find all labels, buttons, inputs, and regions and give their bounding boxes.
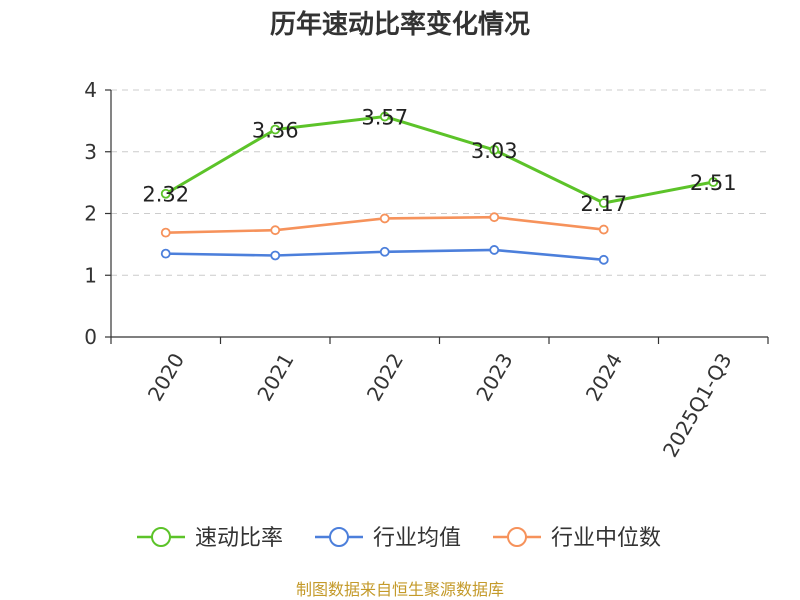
legend-label: 速动比率 — [195, 526, 283, 551]
series-1-point — [160, 248, 171, 259]
series-0-point — [160, 188, 171, 199]
x-tick-label: 2025Q1-Q3 — [658, 349, 737, 461]
data-label: 3.03 — [471, 139, 518, 163]
data-label: 3.57 — [361, 106, 408, 130]
legend: 速动比率 行业均值 行业中位数 — [137, 526, 661, 551]
series-1-point — [270, 250, 281, 261]
series-1-point — [489, 245, 500, 255]
series-2-point — [270, 225, 281, 236]
legend-label: 行业均值 — [373, 526, 461, 551]
series-2-point — [598, 224, 609, 235]
series-layer — [160, 111, 719, 265]
series-0-point — [270, 124, 281, 135]
legend-swatch-marker — [151, 527, 171, 547]
legend-item[interactable]: 行业均值 — [315, 526, 461, 551]
source-note: 制图数据来自恒生聚源数据库 — [296, 580, 504, 599]
series-0-point — [489, 144, 500, 155]
x-tick-label: 2024 — [581, 349, 627, 405]
data-label: 3.36 — [252, 119, 299, 143]
x-tick-label: 2023 — [471, 349, 517, 405]
legend-swatch-marker — [329, 527, 349, 547]
series-1-point — [598, 254, 609, 265]
series-0-point — [379, 111, 390, 122]
x-tick-label: 2020 — [143, 349, 189, 405]
data-label: 2.32 — [142, 183, 189, 207]
series-1-point — [379, 246, 390, 257]
series-2-point — [379, 213, 390, 224]
y-tick-label: 2 — [84, 202, 97, 226]
y-tick-label: 0 — [84, 325, 97, 349]
x-tick-label: 2021 — [252, 349, 298, 405]
data-label-layer: 2.32 3.36 3.57 3.03 2.17 2.51 — [142, 106, 736, 216]
legend-item[interactable]: 行业中位数 — [493, 526, 661, 551]
series-0-line — [164, 115, 714, 205]
series-2-point — [489, 212, 500, 223]
axis-layer: 0 1 2 3 4 2020 2021 2022 2023 2024 2025Q1-Q3 — [84, 78, 769, 461]
legend-swatch-marker — [507, 527, 527, 547]
chart-title: 历年速动比率变化情况 — [270, 9, 530, 40]
x-tick-label: 2022 — [362, 349, 408, 405]
legend-label: 行业中位数 — [551, 526, 661, 551]
grid-layer — [111, 89, 768, 276]
legend-item[interactable]: 速动比率 — [137, 526, 283, 551]
data-label: 2.51 — [690, 171, 737, 195]
y-tick-label: 1 — [84, 263, 97, 287]
series-0-point — [708, 177, 719, 187]
series-2-point — [160, 227, 171, 238]
data-label: 2.17 — [580, 192, 627, 216]
series-0-point — [598, 198, 609, 208]
y-tick-label: 3 — [84, 140, 97, 164]
y-tick-label: 4 — [84, 78, 97, 102]
